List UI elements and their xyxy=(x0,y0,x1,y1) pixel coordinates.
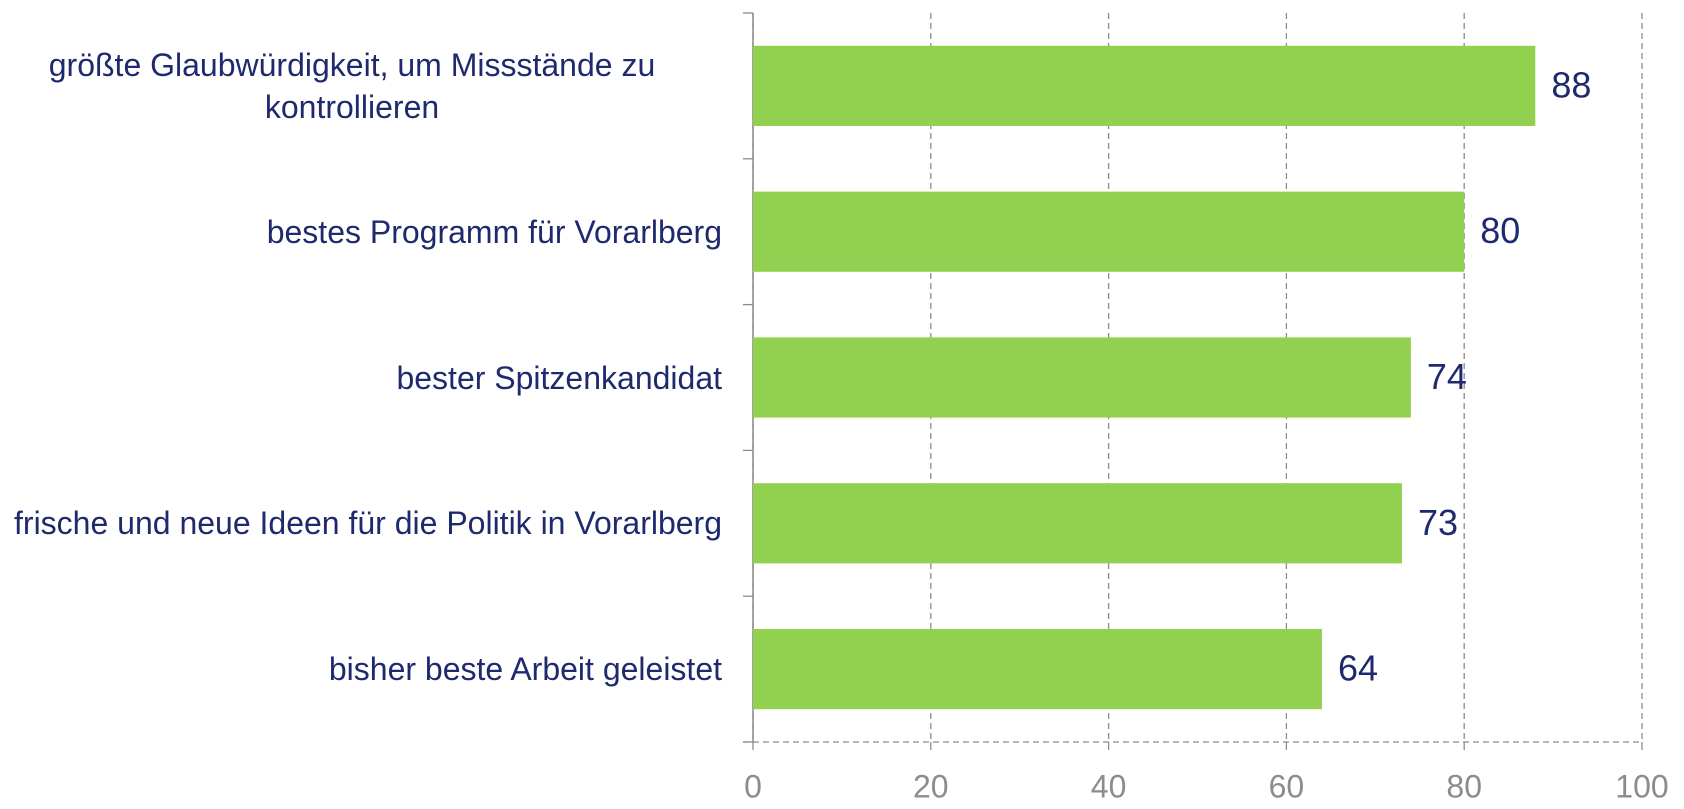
category-label-box: bester Spitzenkandidat xyxy=(0,357,722,399)
x-tick-label: 80 xyxy=(1446,768,1482,804)
bar xyxy=(753,629,1322,710)
y-tick-label: bestes Programm für Vorarlberg xyxy=(266,213,722,250)
value-label: 80 xyxy=(1480,210,1520,251)
category-label-box: frische und neue Ideen für die Politik i… xyxy=(0,502,722,544)
x-tick-label: 60 xyxy=(1269,768,1305,804)
category-label-box: größte Glaubwürdigkeit, um Missstände zu… xyxy=(0,44,722,128)
category-label-box: bestes Programm für Vorarlberg xyxy=(0,211,722,253)
bar xyxy=(753,191,1465,272)
y-tick-label: bester Spitzenkandidat xyxy=(396,359,722,396)
x-tick-label: 40 xyxy=(1091,768,1127,804)
x-tick-label: 100 xyxy=(1615,768,1668,804)
y-tick-label: frische und neue Ideen für die Politik i… xyxy=(14,505,722,542)
y-tick-label: größte Glaubwürdigkeit, um Missstände zu… xyxy=(48,46,656,125)
value-label: 73 xyxy=(1418,502,1458,543)
bar xyxy=(753,483,1402,564)
value-label: 64 xyxy=(1338,648,1378,689)
bar xyxy=(753,337,1411,418)
value-label: 74 xyxy=(1427,356,1467,397)
x-tick-label: 0 xyxy=(744,768,762,804)
value-label: 88 xyxy=(1551,64,1591,105)
category-label-box: bisher beste Arbeit geleistet xyxy=(0,648,722,690)
y-tick-label: bisher beste Arbeit geleistet xyxy=(328,651,722,688)
x-tick-label: 20 xyxy=(913,768,949,804)
bar xyxy=(753,45,1536,126)
